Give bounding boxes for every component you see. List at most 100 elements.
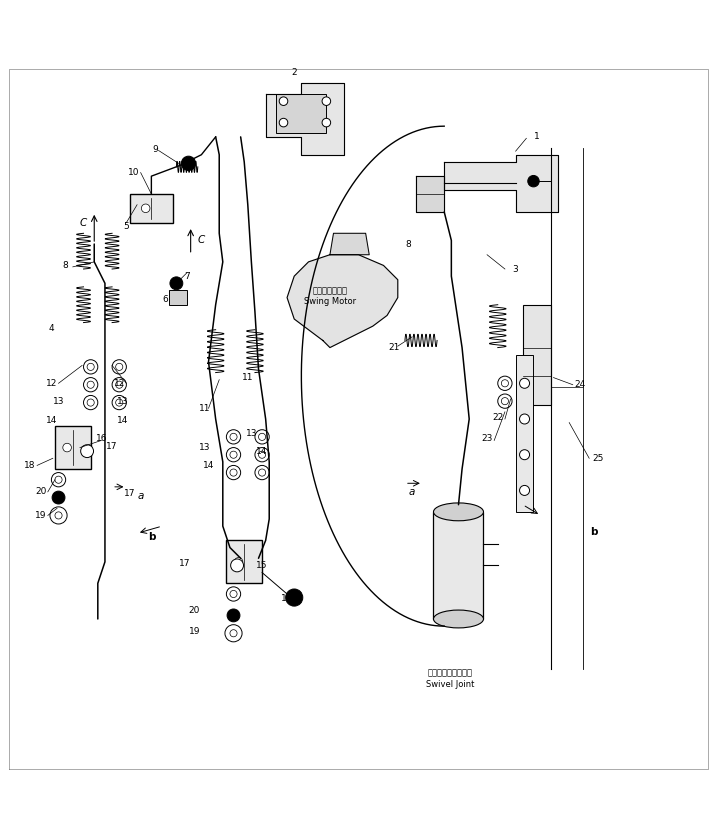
Text: a: a [138,491,144,501]
Circle shape [87,399,94,406]
Text: C: C [198,235,205,246]
Circle shape [255,465,269,479]
Circle shape [501,380,508,387]
Text: 14: 14 [257,447,267,456]
Circle shape [279,97,288,106]
Text: b: b [590,527,598,537]
Ellipse shape [434,503,483,520]
Circle shape [225,624,242,642]
Text: 13: 13 [117,396,128,406]
Bar [55,427,90,469]
Text: 23: 23 [481,434,493,443]
Circle shape [87,381,94,388]
Circle shape [115,364,123,370]
Text: 20: 20 [35,488,47,496]
Polygon shape [266,83,344,155]
Text: 17: 17 [106,442,118,451]
Circle shape [50,507,67,524]
Circle shape [498,394,512,408]
Circle shape [81,445,93,458]
Text: 15: 15 [257,561,268,570]
Bar [169,291,187,305]
Text: 1: 1 [534,132,540,142]
Circle shape [55,512,62,519]
Polygon shape [416,176,445,212]
Text: 17: 17 [124,489,136,499]
Circle shape [230,433,237,441]
Circle shape [52,491,65,504]
Text: C: C [80,218,87,228]
Text: a: a [409,487,415,497]
Circle shape [63,443,72,452]
Circle shape [227,587,241,601]
Text: 8: 8 [63,261,69,270]
Text: Swivel Joint: Swivel Joint [426,680,474,689]
Text: 19: 19 [35,511,47,520]
Polygon shape [287,255,398,348]
Circle shape [170,277,183,290]
Circle shape [112,396,126,410]
Circle shape [259,469,266,476]
Text: 14: 14 [117,416,128,425]
Text: 10: 10 [128,168,139,177]
Circle shape [231,559,244,572]
Text: 14: 14 [46,416,57,425]
Text: 7: 7 [184,272,190,281]
Text: 18: 18 [281,594,293,603]
Circle shape [83,396,98,410]
Circle shape [255,430,269,444]
Text: 18: 18 [24,461,36,470]
Circle shape [83,360,98,374]
Circle shape [279,118,288,127]
Text: 9: 9 [152,144,158,153]
Text: 21: 21 [389,343,400,352]
Text: b: b [148,532,155,542]
Polygon shape [445,155,559,212]
Text: スイベルジョイント: スイベルジョイント [427,668,473,677]
Text: 24: 24 [574,380,586,389]
Circle shape [87,364,94,370]
Text: 22: 22 [492,413,503,422]
Bar [516,354,533,512]
Circle shape [285,589,303,606]
Circle shape [230,591,237,597]
Circle shape [230,469,237,476]
Text: 6: 6 [163,294,168,303]
Circle shape [83,378,98,392]
Circle shape [520,450,530,460]
Circle shape [528,175,539,187]
Circle shape [520,414,530,424]
Circle shape [234,557,243,566]
Text: 12: 12 [46,379,57,388]
Circle shape [322,118,331,127]
Text: 16: 16 [95,434,107,443]
Circle shape [141,204,150,213]
Circle shape [112,360,126,374]
Circle shape [227,430,241,444]
Circle shape [115,381,123,388]
Text: 13: 13 [53,396,65,406]
Text: 3: 3 [513,265,518,273]
Circle shape [230,451,237,458]
Text: 11: 11 [242,373,254,382]
Text: 14: 14 [203,461,214,470]
Text: 12: 12 [113,379,125,388]
Circle shape [112,378,126,392]
Bar [276,94,326,133]
Circle shape [520,378,530,388]
Circle shape [55,476,62,484]
Text: 11: 11 [199,404,211,413]
Text: 20: 20 [189,606,200,615]
Circle shape [227,609,240,622]
Text: 8: 8 [406,240,412,249]
Text: 19: 19 [189,628,200,636]
Text: Swing Motor: Swing Motor [304,297,356,306]
Circle shape [259,451,266,458]
Ellipse shape [434,610,483,628]
Circle shape [255,447,269,462]
Circle shape [520,485,530,495]
Bar [130,194,173,223]
Text: 25: 25 [592,454,604,463]
Circle shape [230,629,237,637]
Text: 2: 2 [291,68,297,77]
